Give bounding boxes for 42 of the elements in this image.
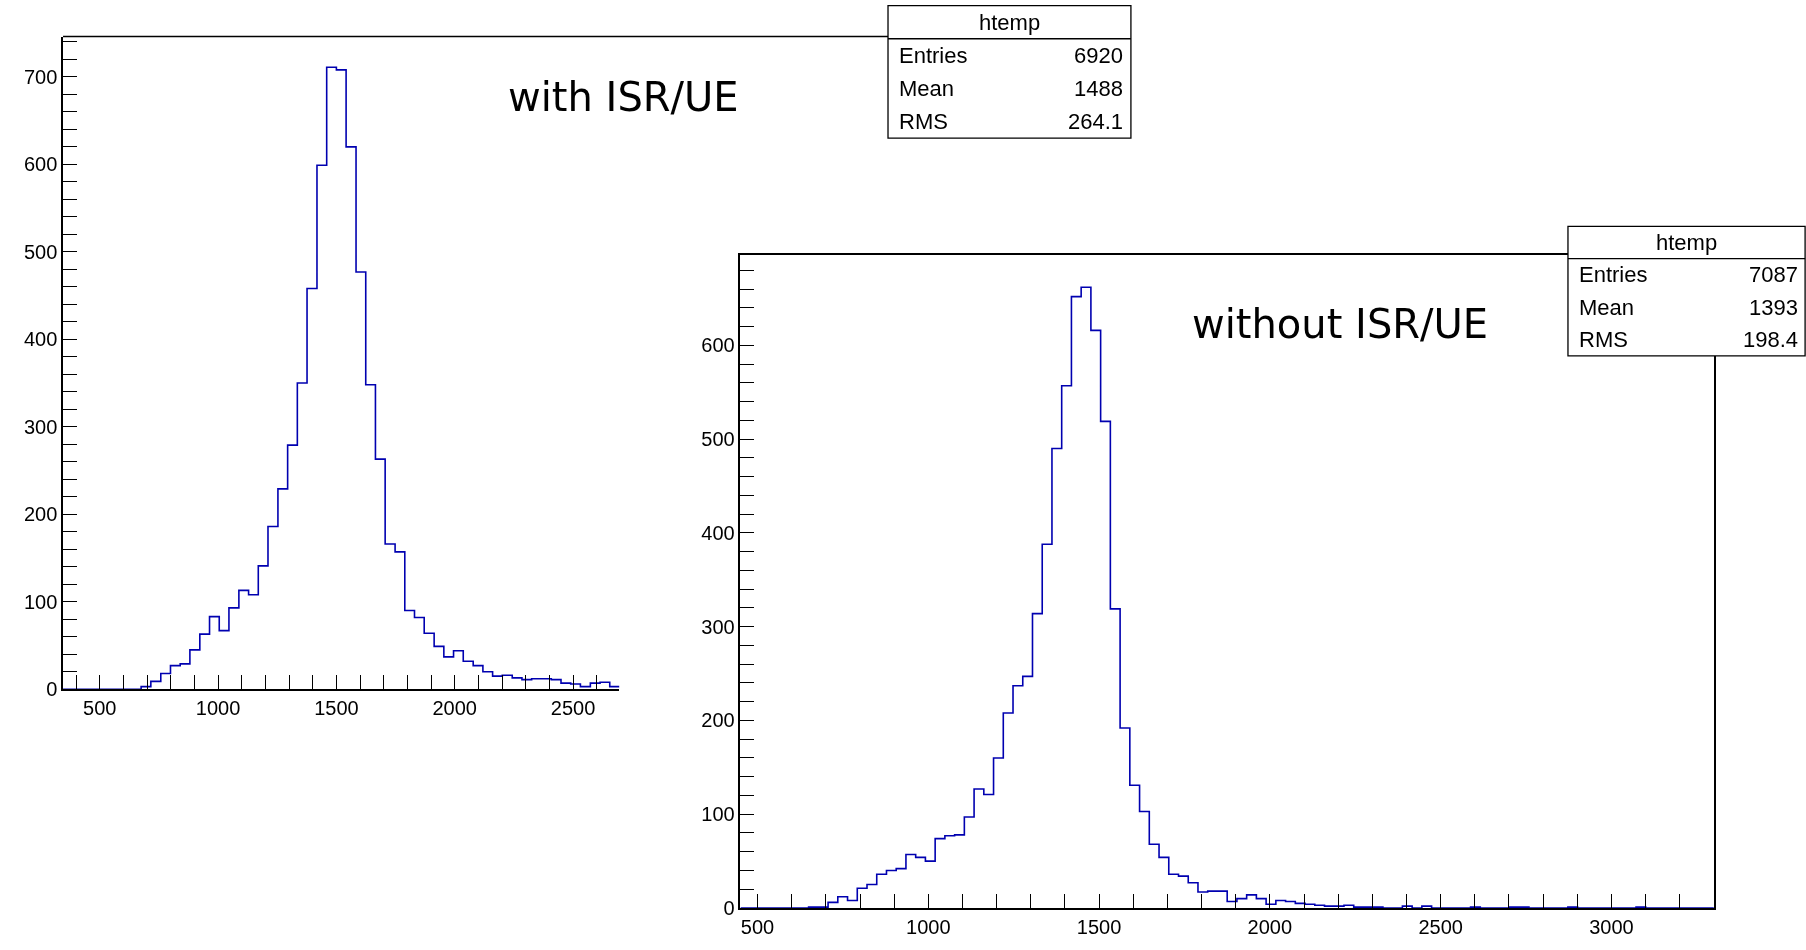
text: 1488 [1074, 76, 1123, 101]
text: Mean [899, 76, 955, 101]
text: 264.1 [1068, 109, 1124, 134]
x-tick-label: 3000 [1589, 915, 1634, 938]
x-tick-label: 1000 [906, 915, 951, 938]
y-tick-label: 600 [701, 334, 735, 357]
y-tick-label: 0 [46, 678, 58, 701]
y-tick-label: 700 [23, 65, 58, 88]
y-tick-label: 500 [701, 428, 735, 451]
y-tick-label: 200 [23, 503, 58, 526]
y-tick-label: 400 [701, 521, 735, 544]
y-tick-label: 100 [23, 590, 58, 613]
x-tick-label: 2000 [432, 696, 477, 719]
text: htemp [1656, 230, 1718, 255]
y-tick-label: 100 [701, 803, 735, 826]
x-tick-label: 2500 [550, 696, 596, 719]
x-tick-label: 1500 [314, 696, 359, 719]
y-tick-label: 400 [23, 328, 58, 351]
x-tick-label: 1000 [195, 696, 241, 719]
annotation: with ISR/UE [508, 74, 739, 120]
annotation: Entries [1579, 262, 1648, 287]
x-tick-label: 2500 [1418, 915, 1463, 938]
y-tick-label: 300 [23, 415, 58, 438]
y-tick-label: 600 [23, 153, 58, 176]
y-tick-label: 500 [23, 240, 58, 263]
x-tick-label: 500 [83, 696, 117, 719]
text: 7087 [1749, 262, 1798, 287]
text: 6920 [1074, 43, 1123, 68]
x-tick-label: 2000 [1247, 915, 1293, 938]
x-tick-label: 500 [740, 915, 775, 938]
annotation: without ISR/UE [1192, 301, 1489, 347]
y-tick-label: 0 [723, 897, 735, 920]
y-tick-label: 200 [701, 709, 735, 732]
x-tick-label: 1500 [1076, 915, 1122, 938]
y-tick-label: 300 [701, 615, 735, 638]
text: htemp [979, 10, 1041, 35]
annotation: RMS [1579, 327, 1628, 352]
text: Entries [899, 43, 968, 68]
annotation: Mean [1579, 295, 1635, 320]
text: 198.4 [1743, 327, 1799, 352]
text: RMS [899, 109, 948, 134]
text: 1393 [1749, 295, 1798, 320]
